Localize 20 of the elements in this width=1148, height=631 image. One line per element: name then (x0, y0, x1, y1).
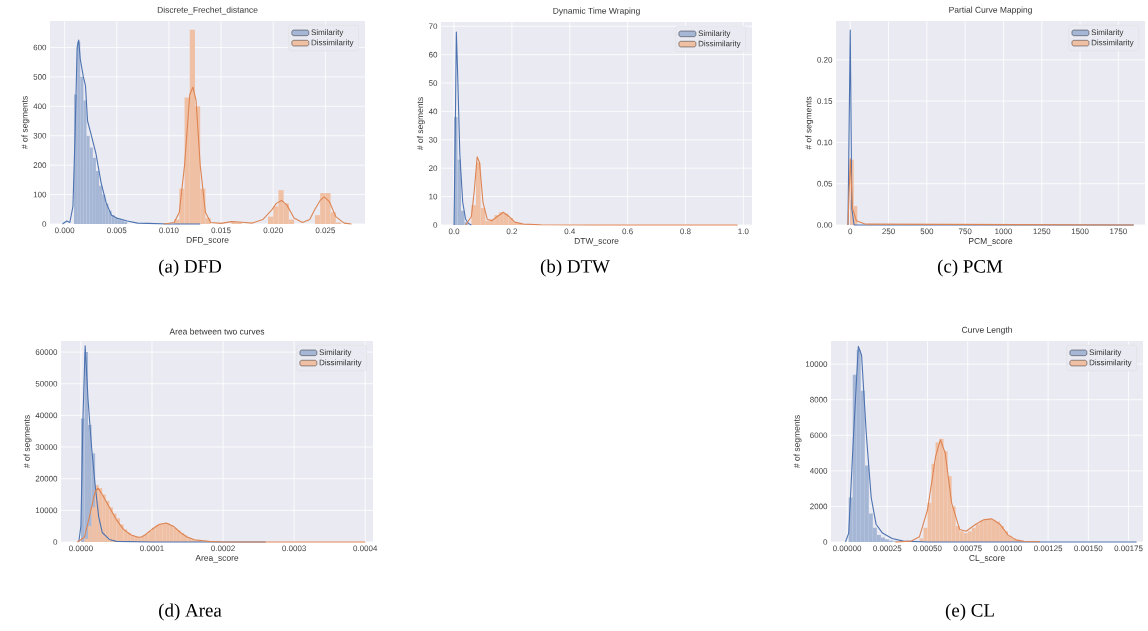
chart-title: Partial Curve Mapping (949, 6, 1032, 15)
x-axis-title: Area_score (195, 555, 239, 563)
chart-title: Dynamic Time Wraping (553, 7, 640, 16)
y-axis-title: # of segments (23, 415, 32, 469)
y-axis-title: # of segments (21, 96, 30, 150)
chart-title: Area between two curves (169, 328, 265, 335)
chart-title: Discrete_Frechet_distance (157, 6, 258, 15)
text: (c) PCM (937, 259, 1003, 277)
x-axis-title: CL_score (969, 555, 1005, 563)
chart-title: Curve Length (962, 326, 1012, 335)
x-axis-title: DTW_score (574, 237, 619, 246)
y-axis-title: # of segments (416, 97, 425, 151)
text: (d) Area (159, 603, 222, 621)
x-axis-title: DFD_score (186, 236, 229, 245)
y-axis-title: # of segments (805, 96, 814, 150)
text: (a) DFD (159, 259, 222, 277)
x-axis-title: PCM_score (969, 238, 1013, 246)
text: (b) DTW (540, 259, 610, 277)
y-axis-title: # of segments (793, 415, 802, 469)
text: (e) CL (945, 603, 994, 621)
